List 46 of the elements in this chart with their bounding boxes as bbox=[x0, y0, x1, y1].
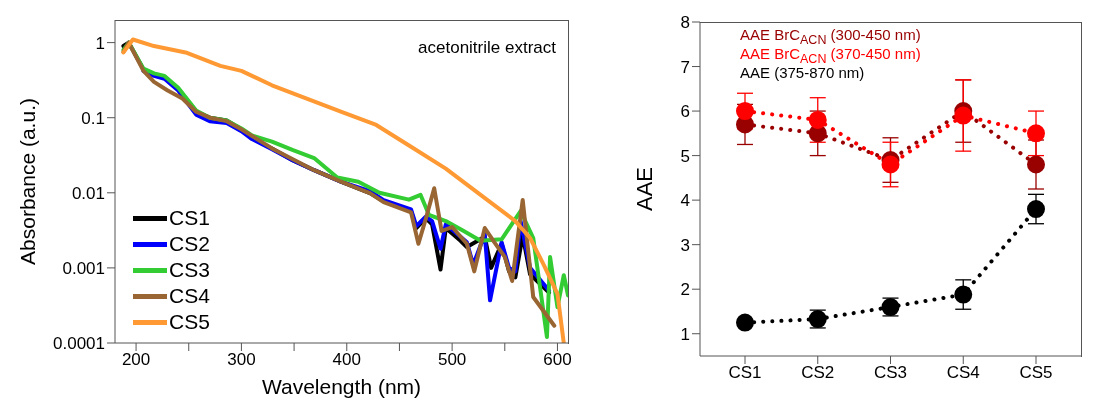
y-tick-label: 4 bbox=[680, 191, 690, 211]
x-tick-label: CS5 bbox=[1019, 363, 1053, 383]
y-tick-label: 1 bbox=[680, 324, 690, 344]
point bbox=[736, 102, 754, 121]
point bbox=[808, 124, 827, 143]
annotation: acetonitrile extract bbox=[418, 38, 556, 58]
y-tick-label: 0.1 bbox=[81, 108, 105, 128]
x-tick-label: 600 bbox=[543, 350, 572, 370]
y-tick-label: 2 bbox=[680, 280, 690, 300]
x-tick-label: CS2 bbox=[801, 363, 835, 383]
x-tick-label: CS1 bbox=[728, 363, 762, 383]
x-tick-label: 200 bbox=[121, 350, 151, 370]
point bbox=[808, 110, 827, 129]
y-tick-label: 6 bbox=[680, 102, 690, 122]
point bbox=[736, 115, 754, 134]
y-tick-label: 0.01 bbox=[71, 183, 105, 203]
point bbox=[1027, 124, 1045, 143]
point bbox=[1027, 200, 1045, 219]
legend-label: CS5 bbox=[169, 310, 210, 334]
y-tick-label: 7 bbox=[680, 57, 690, 77]
x-tick-label: 300 bbox=[227, 350, 256, 370]
y-axis-title: Absorbance (a.u.) bbox=[16, 98, 40, 265]
x-tick-label: CS3 bbox=[873, 363, 908, 383]
point bbox=[881, 155, 900, 174]
y-tick-label: 8 bbox=[680, 13, 690, 33]
y-tick-label: 0.001 bbox=[62, 258, 105, 278]
legend-label: CS4 bbox=[169, 284, 210, 308]
x-tick-label: 400 bbox=[332, 350, 361, 370]
y-tick-label: 3 bbox=[680, 235, 690, 255]
text: AAE BrC$_{ACN}$ (300-450 nm) bbox=[740, 26, 921, 47]
x-tick-label: 500 bbox=[437, 350, 467, 370]
legend-label: CS1 bbox=[169, 206, 210, 230]
legend-label: CS2 bbox=[169, 232, 210, 256]
point bbox=[954, 285, 973, 304]
point bbox=[1027, 155, 1045, 174]
x-axis-title: Wavelength (nm) bbox=[261, 375, 422, 398]
y-tick-label: 1 bbox=[95, 33, 105, 53]
point bbox=[736, 313, 754, 332]
y-axis-title: AAE bbox=[631, 166, 657, 212]
y-tick-label: 5 bbox=[680, 146, 690, 166]
y-tick-label: 0.0001 bbox=[53, 334, 105, 354]
text: AAE (375-870 nm) bbox=[740, 64, 866, 83]
x-tick-label: CS4 bbox=[946, 363, 980, 383]
legend-label: CS3 bbox=[169, 258, 210, 282]
point bbox=[954, 106, 973, 125]
text: AAE BrC$_{ACN}$ (370-450 nm) bbox=[740, 45, 921, 66]
